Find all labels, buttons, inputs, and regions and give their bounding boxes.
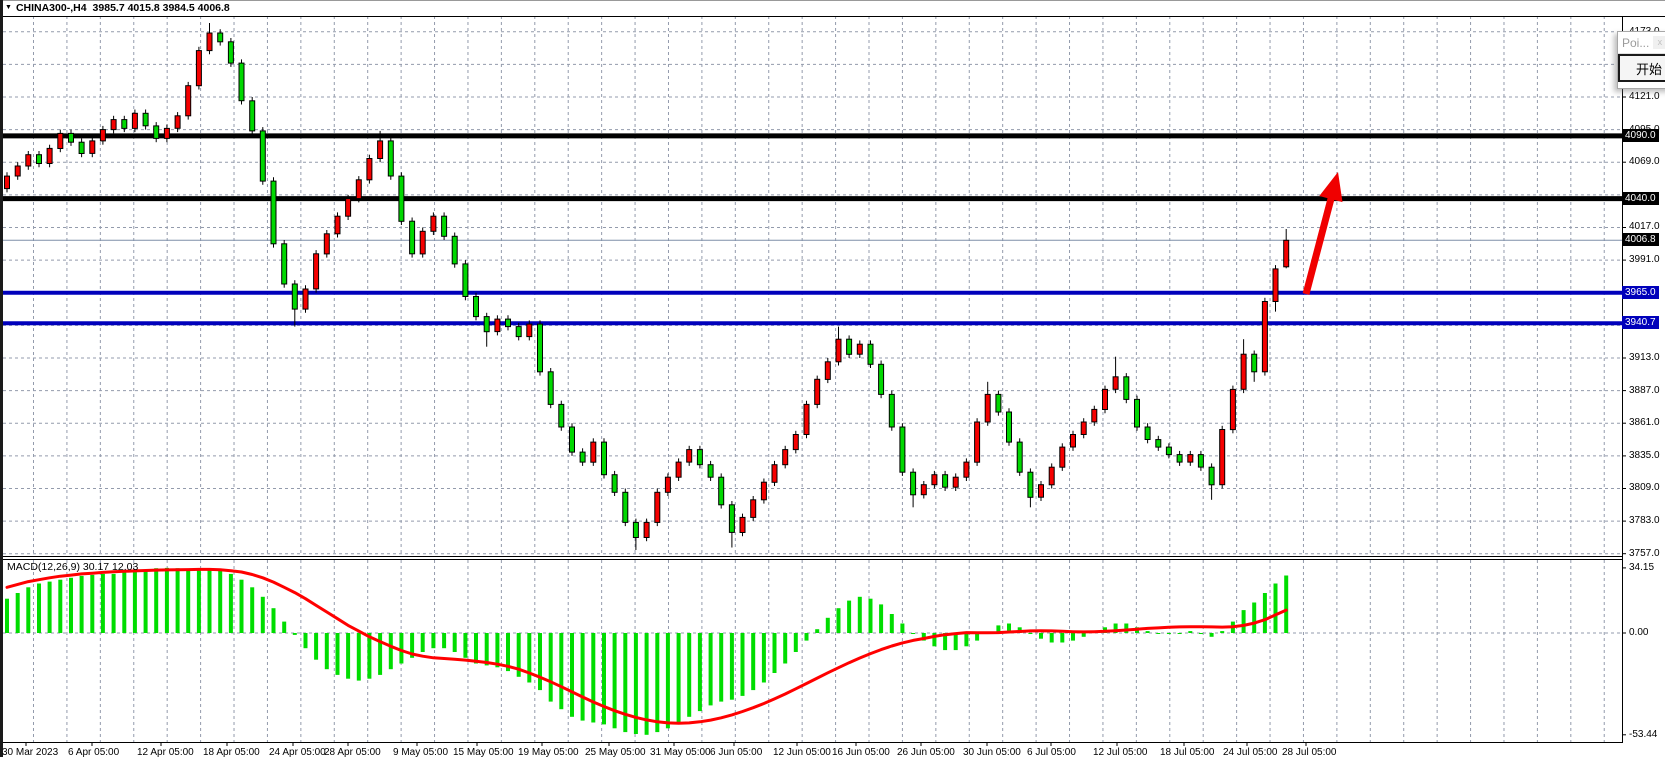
time-label: 31 May 05:00: [650, 747, 711, 758]
time-label: 25 May 05:00: [585, 747, 646, 758]
price-tick-label: 3991.0: [1629, 254, 1660, 265]
time-label: 28 Jul 05:00: [1282, 747, 1337, 758]
price-tick-label: 3887.0: [1629, 385, 1660, 396]
price-tick-label: 4069.0: [1629, 156, 1660, 167]
price-axis[interactable]: 4173.04121.04095.04069.04017.03991.03913…: [1622, 0, 1665, 765]
time-label: 30 Mar 2023: [2, 747, 59, 758]
popup-title: Poi...: [1622, 35, 1650, 50]
time-label: 24 Jul 05:00: [1223, 747, 1278, 758]
time-label: 6 Apr 05:00: [68, 747, 120, 758]
price-badge: 4040.0: [1622, 192, 1659, 205]
popup-titlebar[interactable]: Poi... x: [1618, 32, 1665, 54]
time-label: 24 Apr 05:00: [269, 747, 326, 758]
time-label: 12 Jun 05:00: [773, 747, 831, 758]
grid-lines: [3, 16, 1622, 742]
time-label: 12 Apr 05:00: [137, 747, 194, 758]
time-label: 30 Jun 05:00: [963, 747, 1021, 758]
price-tick-label: 3913.0: [1629, 352, 1660, 363]
symbol-dropdown-icon[interactable]: ▼: [5, 4, 12, 11]
price-tick-label: 3835.0: [1629, 450, 1660, 461]
macd-signal-line: [5, 567, 1288, 725]
time-label: 28 Apr 05:00: [324, 747, 381, 758]
price-tick-label: 4017.0: [1629, 221, 1660, 232]
symbol-period-label: CHINA300-,H4: [15, 2, 87, 14]
time-label: 18 Apr 05:00: [203, 747, 260, 758]
popup-close-icon[interactable]: x: [1653, 36, 1665, 49]
horizontal-line-objects[interactable]: [3, 133, 1622, 326]
price-tick-label: 4121.0: [1629, 91, 1660, 102]
time-label: 19 May 05:00: [518, 747, 579, 758]
popup-window: Poi... x 开始: [1617, 31, 1665, 89]
time-label: 26 Jun 05:00: [897, 747, 955, 758]
price-tick-label: 3757.0: [1629, 548, 1660, 559]
macd-indicator-label: MACD(12,26,9) 30.17 12.03: [7, 561, 139, 573]
candlesticks: [4, 23, 1290, 550]
macd-scale-label: 0.00: [1629, 627, 1649, 638]
price-badge: 3940.7: [1622, 316, 1659, 329]
time-label: 18 Jul 05:00: [1160, 747, 1215, 758]
time-label: 15 May 05:00: [453, 747, 514, 758]
macd-scale-label: 34.15: [1629, 562, 1655, 573]
price-tick-label: 3809.0: [1629, 482, 1660, 493]
macd-histogram: [5, 567, 1289, 735]
time-label: 6 Jul 05:00: [1027, 747, 1076, 758]
chart-title: ▼ CHINA300-,H4 3985.7 4015.8 3984.5 4006.8: [5, 2, 230, 14]
popup-start-button[interactable]: 开始: [1618, 54, 1665, 82]
price-badge: 4090.0: [1622, 129, 1659, 142]
time-label: 16 Jun 05:00: [832, 747, 890, 758]
trend-arrow-annotation[interactable]: [1302, 172, 1343, 295]
ohlc-values: 3985.7 4015.8 3984.5 4006.8: [92, 2, 230, 14]
price-tick-label: 3783.0: [1629, 515, 1660, 526]
macd-scale-label: -53.44: [1629, 729, 1658, 740]
time-axis[interactable]: 30 Mar 2023 6 Apr 05:00 12 Apr 05:00 18 Apr…: [0, 742, 1622, 765]
price-badge: 3965.0: [1622, 286, 1659, 299]
time-label: 9 May 05:00: [393, 747, 449, 758]
price-badge: 4006.8: [1622, 233, 1659, 246]
time-label: 12 Jul 05:00: [1093, 747, 1148, 758]
time-label: 6 Jun 05:00: [710, 747, 763, 758]
price-tick-label: 3861.0: [1629, 417, 1660, 428]
